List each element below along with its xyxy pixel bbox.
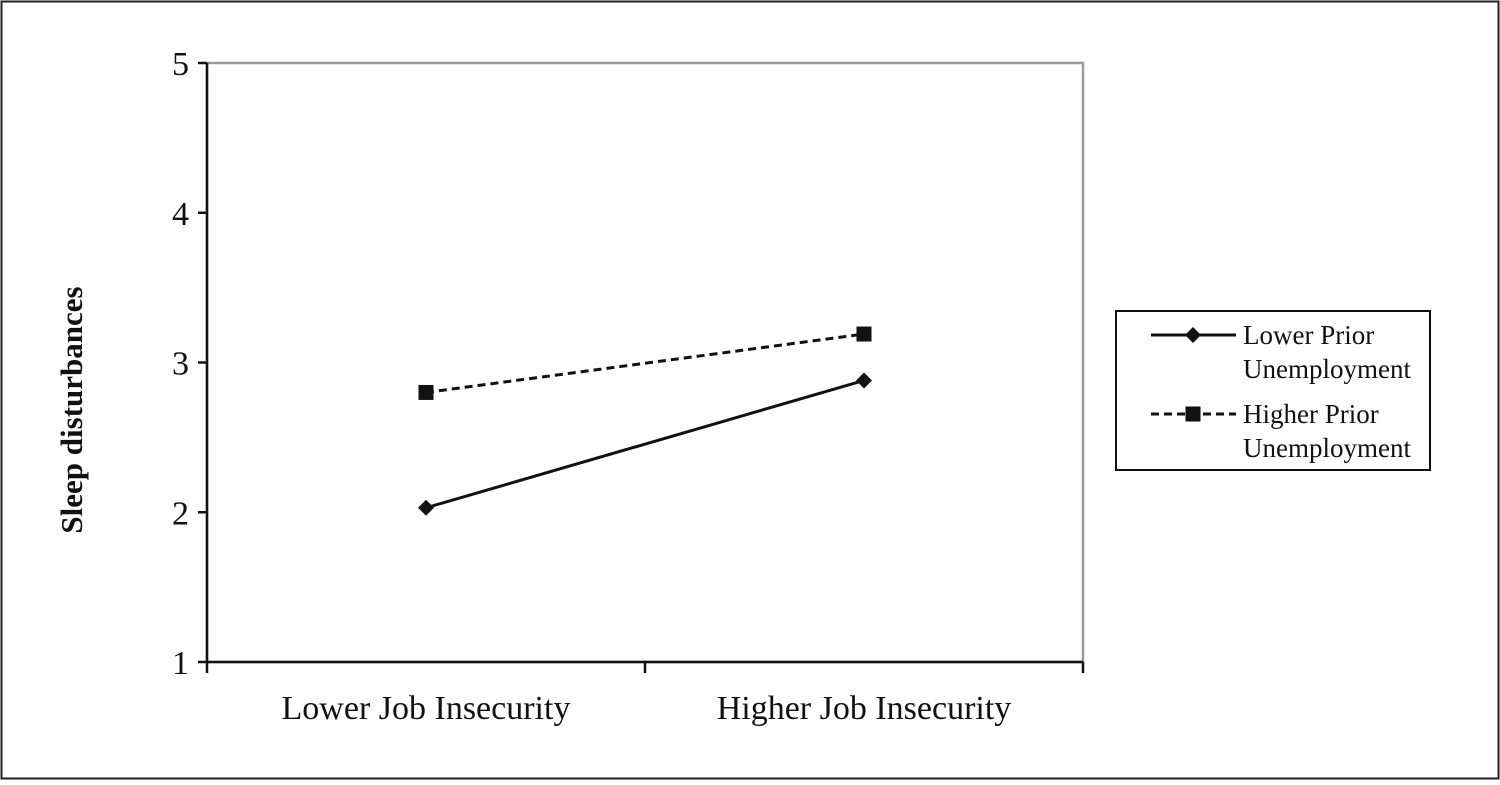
legend-label: Higher Prior: [1243, 399, 1379, 429]
legend-box: [1115, 310, 1431, 471]
y-tick-label: 2: [172, 495, 189, 532]
data-point-square: [418, 384, 434, 400]
legend-label: Lower Prior: [1243, 320, 1374, 350]
y-tick-label: 3: [172, 346, 189, 383]
data-point-square: [856, 326, 872, 342]
data-point-diamond: [418, 499, 434, 516]
y-tick-label: 5: [172, 46, 189, 83]
data-point-diamond: [856, 372, 872, 389]
x-axis-ticks: Lower Job Insecurity Higher Job Insecurit…: [205, 662, 1085, 727]
legend: Lower Prior Unemployment Higher Prior Unemp…: [1115, 310, 1431, 471]
legend-marker-square: [1185, 406, 1201, 422]
legend-label: Unemployment: [1243, 354, 1411, 384]
series-layer: [418, 326, 872, 516]
legend-label: Unemployment: [1243, 433, 1411, 463]
x-category-label: Lower Job Insecurity: [282, 690, 571, 727]
series-line: [425, 379, 865, 510]
series-line: [425, 332, 865, 394]
y-axis-label: Sleep disturbances: [54, 286, 89, 533]
y-tick-label: 4: [172, 196, 189, 233]
y-axis-ticks: 1 2 3 4 5: [172, 46, 207, 682]
legend-marker-diamond: [1185, 327, 1201, 343]
y-tick-label: 1: [172, 645, 189, 682]
x-category-label: Higher Job Insecurity: [717, 690, 1012, 727]
